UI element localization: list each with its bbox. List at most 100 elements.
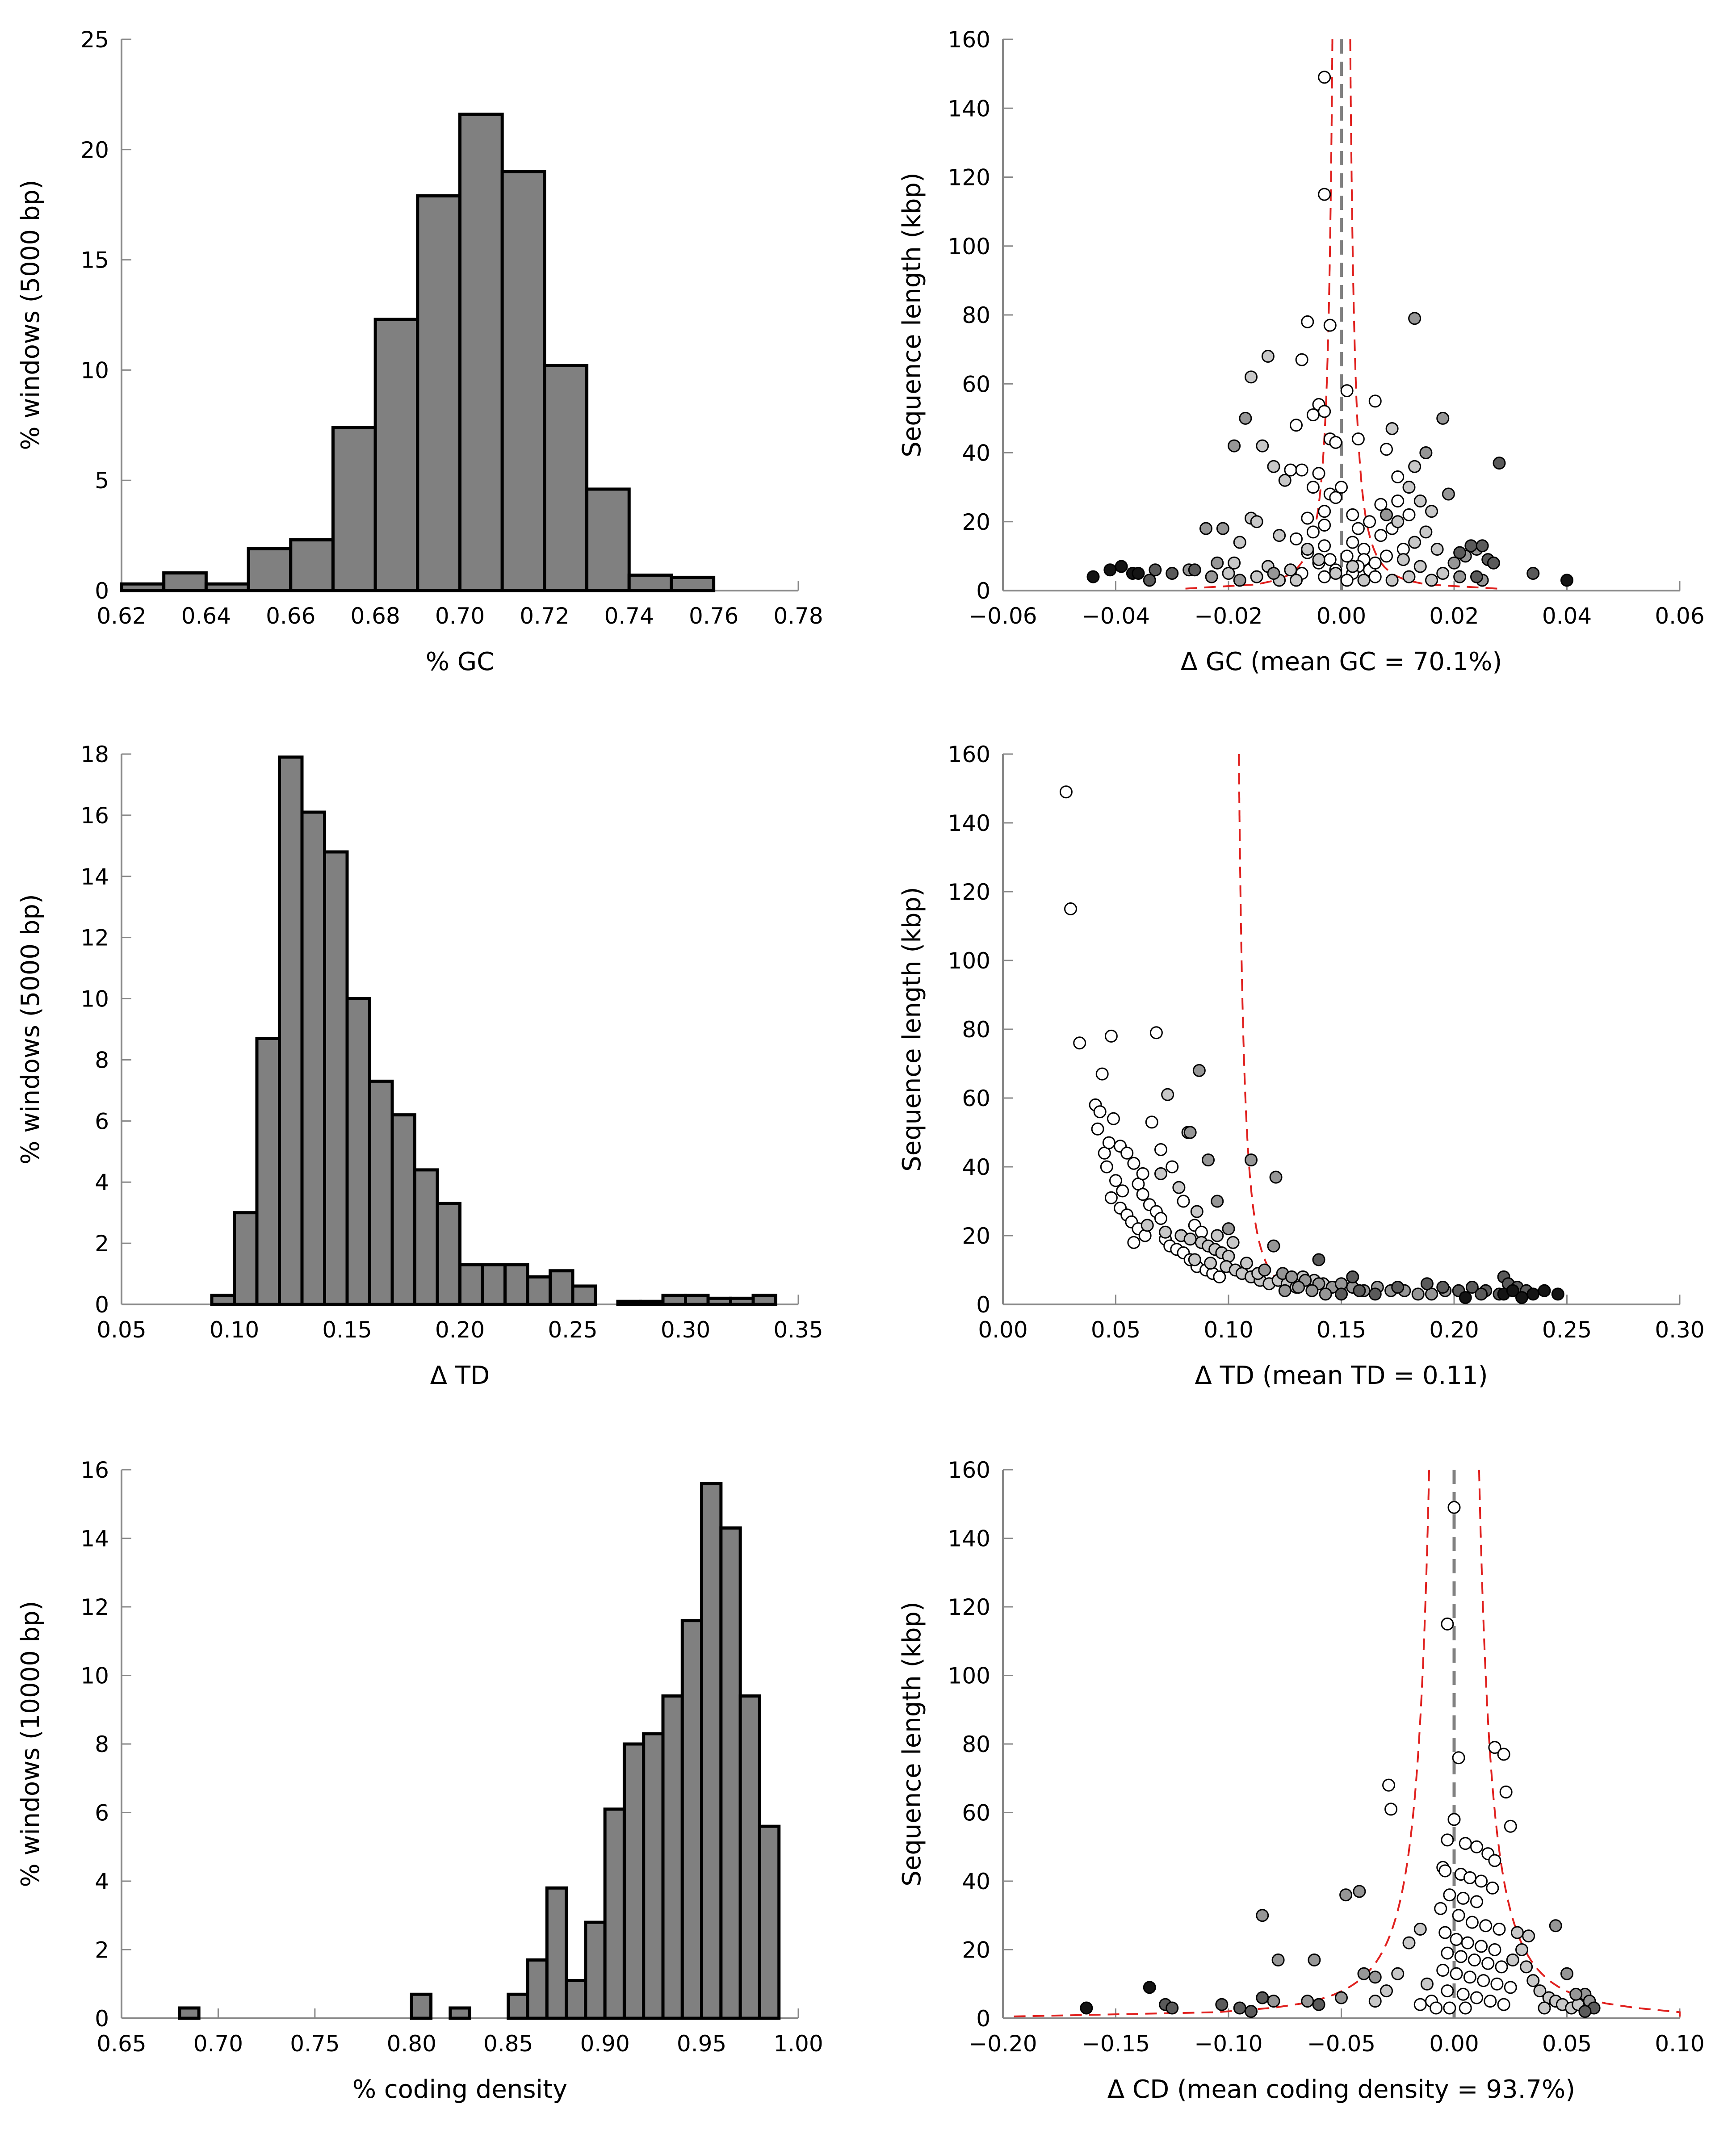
x-tick-label: 0.80: [387, 2031, 436, 2057]
x-tick-label: 0.85: [483, 2031, 533, 2057]
x-tick-label: 0.20: [1429, 1317, 1479, 1343]
histogram-bar: [719, 1526, 742, 2020]
histogram-bar: [345, 997, 371, 1306]
y-tick-label: 40: [962, 1154, 990, 1180]
y-tick-label: 12: [80, 925, 109, 951]
histogram-bar: [758, 1824, 781, 2020]
y-tick-label: 120: [948, 879, 990, 905]
scatter-point: [1290, 574, 1303, 587]
scatter-point: [1222, 1222, 1235, 1236]
scatter-point: [1290, 419, 1303, 432]
scatter-point: [1213, 1270, 1226, 1283]
scatter-point: [1461, 1936, 1474, 1949]
scatter-point: [1488, 1854, 1501, 1867]
scatter-point: [1477, 1974, 1490, 1987]
scatter-point: [1188, 563, 1201, 577]
histogram-bar: [178, 2006, 201, 2020]
scatter-point: [1470, 1840, 1483, 1853]
histogram-bar: [120, 582, 166, 592]
scatter-point: [1346, 536, 1359, 549]
scatter-point: [1452, 1751, 1465, 1765]
histogram-bar: [507, 1992, 529, 2020]
scatter-point: [1368, 1970, 1382, 1984]
histogram-bar: [449, 2006, 471, 2020]
scatter-point: [1450, 1933, 1463, 1946]
x-tick-label: 0.65: [96, 2031, 146, 2057]
scatter-point: [1086, 570, 1100, 583]
scatter-point: [1443, 2001, 1456, 2015]
y-tick-label: 8: [95, 1731, 109, 1757]
x-tick-label: 0.76: [689, 603, 738, 629]
confidence-envelope-right: [1349, 39, 1501, 590]
y-tick-label: 2: [95, 1937, 109, 1963]
scatter-point: [1506, 1284, 1519, 1297]
scatter-point: [1411, 1287, 1425, 1301]
scatter-point: [1295, 353, 1308, 366]
scatter-point: [1475, 1940, 1488, 1953]
y-axis-label: % windows (5000 bp): [16, 894, 45, 1165]
y-tick-label: 2: [95, 1231, 109, 1257]
scatter-point: [1463, 1970, 1476, 1984]
scatter-point: [1506, 1954, 1519, 1967]
y-tick-label: 40: [962, 1869, 990, 1895]
scatter-point: [1408, 312, 1422, 325]
td-scatter-panel: 0.00 0.05 0.10 0.15 0.20 0.25 0.30 0 20 40 60 80 100…: [897, 742, 1705, 1390]
scatter-point: [1459, 2001, 1472, 2015]
scatter-point: [1211, 1195, 1224, 1208]
y-tick-label: 80: [962, 1017, 990, 1043]
histogram-bar: [680, 1619, 704, 2020]
scatter-point: [1127, 1236, 1141, 1249]
scatter-point: [1329, 436, 1342, 449]
scatter-point: [1222, 566, 1235, 580]
histogram-bar: [526, 1275, 552, 1306]
scatter-point: [1250, 570, 1263, 583]
scatter-point: [1269, 1170, 1283, 1184]
histogram-bar: [481, 1263, 507, 1306]
histogram-bar: [323, 850, 349, 1306]
scatter-point: [1093, 1105, 1107, 1119]
histogram-bar: [729, 1296, 755, 1306]
scatter-point: [1136, 1167, 1149, 1180]
scatter-point: [1183, 1232, 1197, 1246]
y-tick-label: 0: [976, 1292, 990, 1318]
scatter-point: [1166, 1160, 1179, 1174]
histogram-bar: [565, 1979, 587, 2020]
scatter-point: [1080, 2001, 1093, 2015]
scatter-point: [1391, 1967, 1405, 1980]
y-tick-label: 14: [80, 1526, 109, 1552]
scatter-point: [1278, 474, 1292, 487]
y-tick-label: 12: [80, 1594, 109, 1620]
x-tick-label: 0.30: [1655, 1317, 1704, 1343]
scatter-point: [1318, 71, 1331, 84]
scatter-point: [1267, 1995, 1280, 2008]
scatter-point: [1141, 1219, 1154, 1232]
scatter-point: [1095, 1067, 1109, 1081]
x-tick-label: 0.66: [266, 603, 315, 629]
scatter-point: [1228, 439, 1241, 453]
scatter-point: [1211, 1229, 1224, 1242]
scatter-point: [1368, 394, 1382, 408]
x-tick-label: 0.10: [210, 1317, 259, 1343]
histogram-bar: [684, 1293, 710, 1306]
scatter-point: [1402, 1936, 1416, 1949]
scatter-point: [1335, 481, 1348, 494]
scatter-point: [1420, 1977, 1434, 1991]
scatter-point: [1172, 1181, 1186, 1194]
scatter-point: [1456, 1891, 1470, 1905]
y-tick-label: 10: [80, 1663, 109, 1689]
scatter-point: [1271, 1954, 1285, 1967]
confidence-envelope-right: [1478, 1470, 1681, 2017]
scatter-point: [1256, 1909, 1269, 1922]
scatter-point: [1329, 566, 1342, 580]
scatter-point: [1233, 574, 1246, 587]
scatter-point: [1368, 1995, 1382, 2008]
histogram-bar: [390, 1113, 416, 1306]
scatter-point: [1256, 439, 1269, 453]
scatter-point: [1419, 446, 1433, 459]
scatter-point: [1497, 1998, 1510, 2011]
scatter-point: [1488, 1943, 1501, 1956]
histogram-bar: [571, 1284, 597, 1306]
scatter-point: [1454, 1950, 1468, 1963]
scatter-point: [1384, 1803, 1398, 1816]
